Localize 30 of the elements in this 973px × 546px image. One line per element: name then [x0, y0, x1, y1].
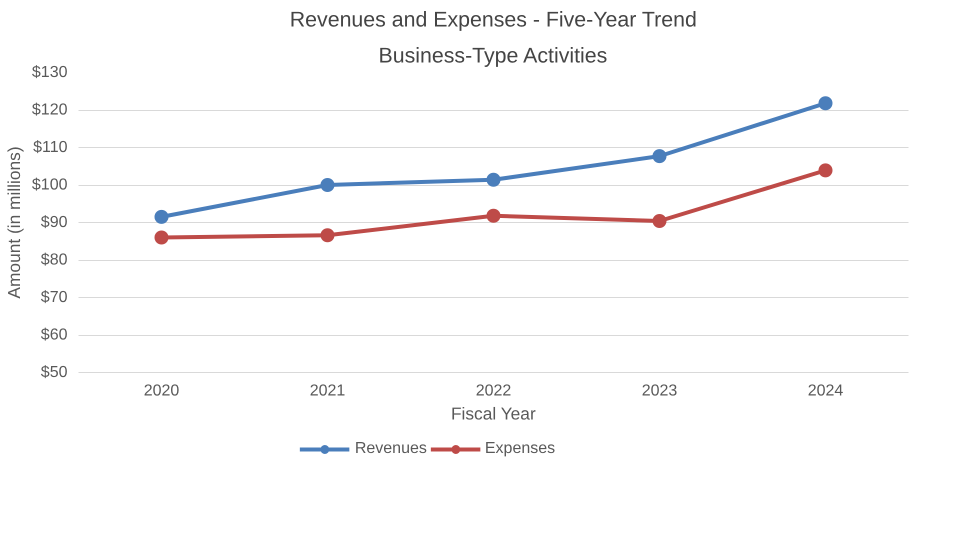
y-tick-label: $70	[40, 289, 68, 306]
chart-title: Revenues and Expenses - Five-Year Trend	[290, 8, 697, 32]
point	[320, 228, 334, 242]
x-axis-title: Fiscal Year	[450, 404, 536, 424]
point	[486, 172, 500, 187]
point	[154, 210, 168, 224]
y-tick-label: $130	[32, 64, 68, 81]
x-tick-label: 2023	[642, 382, 678, 400]
point	[320, 178, 334, 192]
x-tick-label: 2021	[310, 382, 346, 400]
x-tick-label: 2020	[144, 382, 180, 400]
y-tick-label: $100	[32, 176, 68, 194]
y-axis-title: Amount (in millions)	[4, 146, 24, 299]
point	[818, 96, 832, 110]
point	[818, 163, 832, 178]
y-tick-label: $60	[40, 326, 68, 344]
chart-subtitle: Business-Type Activities	[378, 44, 608, 68]
y-tick-label: $110	[33, 139, 68, 156]
point	[154, 230, 168, 244]
y-tick-label: $120	[32, 102, 68, 118]
y-tick-label: $50	[40, 364, 68, 381]
legend-label: Revenues	[354, 440, 427, 458]
legend-label: Expenses	[484, 440, 556, 458]
point	[652, 149, 666, 164]
x-tick-label: 2024	[808, 382, 844, 400]
x-tick-label: 2022	[476, 382, 512, 400]
point	[652, 214, 666, 228]
y-tick-label: $90	[40, 214, 68, 231]
y-tick-label: $80	[40, 252, 68, 268]
point	[486, 208, 500, 223]
